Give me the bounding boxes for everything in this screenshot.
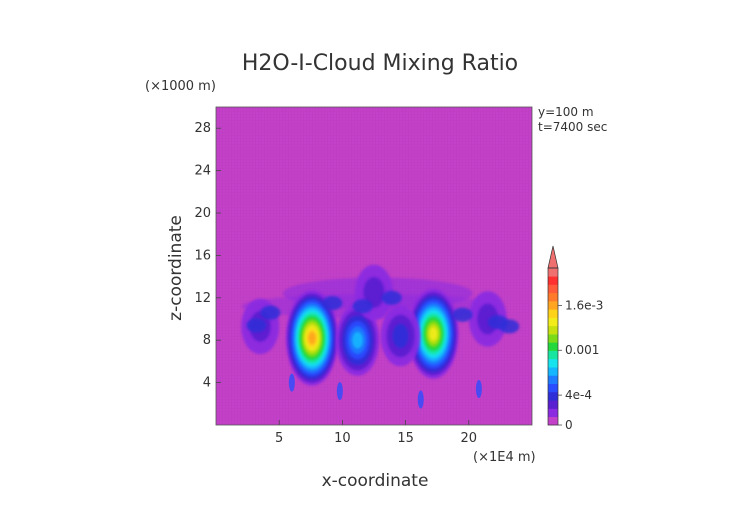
y-tick-label: 20	[194, 206, 211, 221]
cloud-fringe	[452, 307, 473, 322]
cloud-fringe	[336, 382, 343, 401]
colorbar: 1.6e-3 0.001 4e-4 0	[547, 245, 603, 432]
plot-frame	[215, 106, 533, 426]
x-tick-label: 5	[275, 431, 283, 446]
colorbar-segment	[548, 391, 558, 401]
y-tick-label: 24	[194, 164, 211, 179]
colorbar-tick-label: 0	[565, 418, 573, 432]
colorbar-segment	[548, 400, 558, 409]
cloud-fringe	[246, 318, 267, 333]
y-axis-ticks: 4 8 12 16 20 24 28	[194, 121, 221, 391]
cloud-feature	[468, 291, 507, 347]
cloud-fringe	[352, 299, 373, 314]
cloud-feature	[285, 290, 339, 386]
x-tick-label: 15	[397, 431, 414, 446]
colorbar-tick-label: 0.001	[565, 343, 599, 357]
x-axis-title: x-coordinate	[322, 471, 429, 491]
colorbar-segment	[548, 408, 558, 418]
colorbar-segment	[548, 375, 558, 384]
colorbar-segment	[548, 317, 558, 327]
cloud-fringe	[288, 373, 295, 392]
annotation-t: t=7400 sec	[538, 120, 607, 134]
y-tick-label: 16	[194, 248, 211, 263]
colorbar-segment	[548, 350, 558, 360]
cloud-fringe	[381, 290, 402, 305]
colorbar-segment	[548, 334, 558, 343]
colorbar-segment	[548, 268, 558, 277]
cloud-feature	[408, 288, 459, 379]
colorbar-segment	[548, 342, 558, 351]
y-tick-label: 8	[203, 333, 211, 348]
cloud-fringe	[475, 379, 482, 398]
cloud-field	[241, 264, 520, 409]
colorbar-tick-label: 4e-4	[565, 388, 592, 402]
cloud-fringe	[417, 390, 424, 409]
colorbar-segment	[548, 284, 558, 294]
y-tick-label: 12	[194, 291, 211, 306]
chart-title: H2O-I-Cloud Mixing Ratio	[242, 51, 518, 76]
x-tick-label: 20	[461, 431, 478, 446]
x-unit-label: (×1E4 m)	[473, 450, 536, 465]
y-tick-label: 4	[203, 376, 211, 391]
colorbar-segment	[548, 367, 558, 376]
colorbar-frame	[547, 267, 559, 426]
colorbar-segment	[548, 301, 558, 310]
y-axis-title: z-coordinate	[166, 215, 186, 321]
x-axis-ticks: 5 10 15 20	[275, 420, 477, 446]
colorbar-extend-arrow	[547, 245, 559, 269]
colorbar-segment	[548, 383, 558, 393]
cloud-fringe	[499, 319, 520, 334]
cloud-feature	[335, 304, 380, 376]
colorbar-segment	[548, 358, 558, 368]
cloud-fringe	[260, 305, 281, 320]
x-tick-label: 10	[334, 431, 351, 446]
cloud-fringe	[322, 296, 343, 311]
colorbar-segment	[548, 292, 558, 302]
colorbar-segment	[548, 276, 558, 285]
annotation-y: y=100 m	[538, 105, 594, 119]
colorbar-tick-label: 1.6e-3	[565, 298, 603, 312]
colorbar-segment	[548, 416, 558, 426]
colorbar-segment	[548, 309, 558, 318]
cloud-feature	[380, 305, 421, 367]
y-tick-label: 28	[194, 121, 211, 136]
y-unit-label: (×1000 m)	[145, 79, 216, 94]
colorbar-segment	[548, 325, 558, 335]
